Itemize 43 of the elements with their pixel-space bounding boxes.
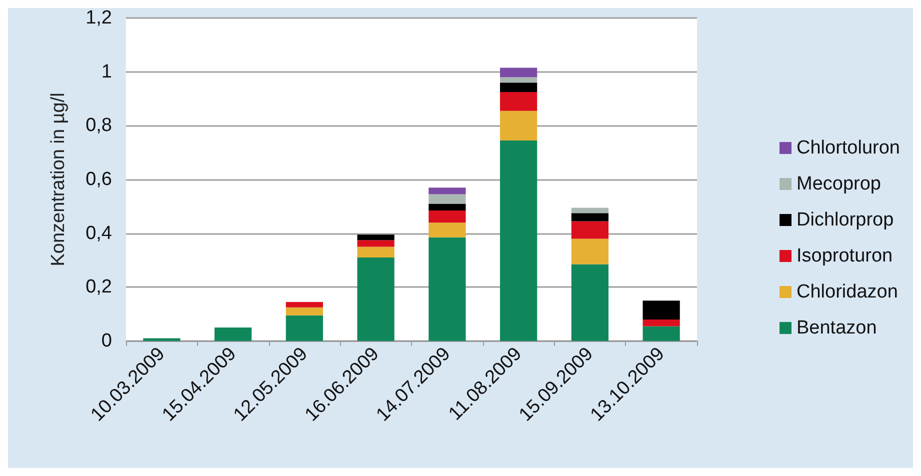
bar [143,338,180,341]
bar [571,213,608,222]
legend-label: Mecoprop [796,174,881,194]
bar [500,140,538,341]
y-tick-label: 0,6 [86,169,112,190]
bar [571,238,608,264]
bar [428,237,466,341]
y-tick-label: 0,2 [86,276,112,298]
y-tick-label: 0 [101,330,112,352]
legend-label: Bentazon [796,318,877,338]
bar [357,234,394,240]
bar [214,328,252,341]
bar [642,300,680,320]
bar [286,302,323,308]
legend-label: Dichlorprop [796,210,894,230]
bar [500,110,538,140]
bar [286,307,323,316]
bar [428,194,466,204]
bar [642,319,680,326]
bar [428,222,466,238]
y-tick-label: 1,2 [86,8,112,28]
bar [642,326,680,341]
legend-label: Chloridazon [796,282,898,302]
bar [428,210,466,223]
bar [357,240,394,247]
y-tick-label: 0,4 [86,222,112,244]
bar [357,246,394,258]
bar [571,208,608,214]
bar [500,92,538,111]
y-axis-title: Konzentration in µg/l [48,92,69,266]
legend-label: Isoproturon [796,246,893,266]
y-tick-label: 1 [101,61,112,82]
bar [571,264,608,341]
y-tick-label: 0,8 [86,115,112,136]
bar [357,258,394,341]
bar [286,315,323,341]
bar [500,68,538,78]
bar [428,188,466,194]
bar [571,221,608,239]
bar [428,204,466,210]
legend-label: Chlortoluron [796,138,900,158]
bar [500,82,538,92]
bar [500,77,538,83]
